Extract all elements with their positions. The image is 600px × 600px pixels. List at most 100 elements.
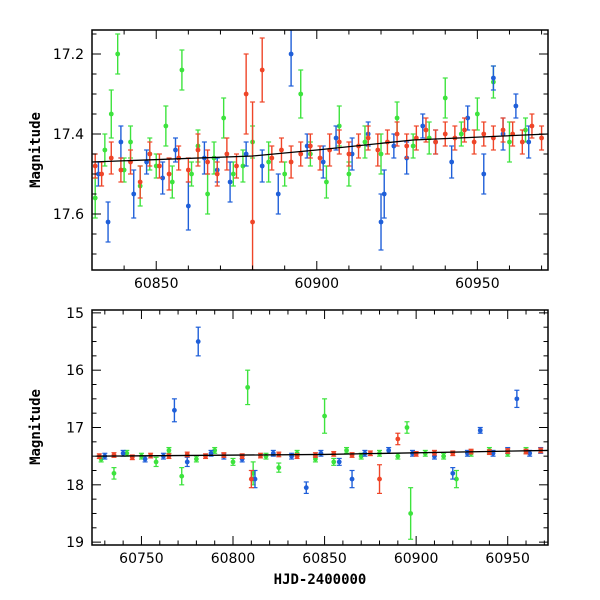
plot-area xyxy=(92,30,548,270)
y-tick-label: 18 xyxy=(66,478,84,494)
blue-data-point xyxy=(526,139,532,145)
bottom-y-axis-title: Magnitude xyxy=(28,389,44,465)
red-data-point xyxy=(529,123,535,129)
green-data-point xyxy=(458,131,464,137)
red-data-point xyxy=(307,143,313,149)
top-panel-ticks: 60850 60900 60950 17.2 17.4 17.6 xyxy=(53,30,548,292)
green-data-point xyxy=(276,465,282,471)
blue-data-point xyxy=(320,159,326,165)
x-tick-label: 60750 xyxy=(119,551,164,567)
red-data-point xyxy=(108,155,114,161)
red-data-point xyxy=(234,163,239,169)
red-data-point xyxy=(118,167,124,173)
blue-data-point xyxy=(172,407,177,413)
green-data-point xyxy=(523,127,528,133)
green-data-point xyxy=(298,91,304,97)
red-data-point xyxy=(423,127,429,133)
top-y-axis-title: Magnitude xyxy=(28,112,44,188)
red-data-point xyxy=(258,453,263,458)
red-data-point xyxy=(195,147,201,153)
blue-data-point xyxy=(275,191,281,197)
blue-data-point xyxy=(105,219,111,225)
red-data-point xyxy=(442,131,448,137)
blue-data-point xyxy=(131,191,137,197)
x-tick-label: 60850 xyxy=(302,551,347,567)
red-data-point xyxy=(346,151,352,157)
red-data-point xyxy=(243,91,249,97)
green-data-point xyxy=(410,143,416,149)
green-data-point xyxy=(193,456,199,462)
red-data-point xyxy=(377,476,382,482)
red-data-point xyxy=(269,155,275,161)
bottom-panel-data xyxy=(95,326,548,540)
x-tick-label: 60900 xyxy=(394,551,439,567)
red-data-point xyxy=(539,135,544,141)
top-panel-frame xyxy=(91,29,549,271)
blue-data-point xyxy=(381,191,387,197)
green-data-point xyxy=(454,476,459,482)
y-tick-label: 19 xyxy=(66,535,84,551)
blue-data-point xyxy=(333,135,339,141)
blue-data-point xyxy=(513,103,519,109)
blue-data-point xyxy=(386,448,392,453)
blue-data-point xyxy=(120,450,126,456)
green-data-point xyxy=(322,413,327,419)
green-data-point xyxy=(507,139,512,145)
green-data-point xyxy=(442,95,448,101)
bottom-panel-frame xyxy=(91,309,549,546)
red-data-point xyxy=(214,171,220,177)
green-data-point xyxy=(230,171,236,177)
red-data-point xyxy=(92,163,98,169)
red-data-point xyxy=(317,155,323,161)
green-data-point xyxy=(163,123,169,129)
red-data-point xyxy=(259,67,265,73)
green-data-point xyxy=(221,115,227,121)
red-data-point xyxy=(205,159,211,165)
bottom-panel-ticks: 60750 60800 60850 60900 60950 15 16 17 18 19 xyxy=(66,306,548,567)
blue-data-point xyxy=(450,470,456,476)
red-data-point xyxy=(250,219,255,225)
y-tick-label: 17.2 xyxy=(53,47,84,63)
bottom-x-axis-title: HJD-2400000 xyxy=(274,572,367,588)
red-data-point xyxy=(500,127,506,133)
green-data-point xyxy=(212,448,218,453)
red-data-point xyxy=(375,147,381,153)
green-data-point xyxy=(124,450,130,456)
trend-line xyxy=(95,449,548,457)
red-data-point xyxy=(481,131,487,137)
red-data-point xyxy=(471,139,477,145)
blue-data-point xyxy=(243,151,249,157)
y-tick-label: 17.6 xyxy=(53,207,84,223)
blue-data-point xyxy=(527,450,533,456)
red-data-point xyxy=(248,476,254,482)
green-data-point xyxy=(395,453,401,459)
green-data-point xyxy=(111,470,117,476)
green-data-point xyxy=(336,123,342,129)
green-data-point xyxy=(266,159,272,165)
green-data-point xyxy=(166,448,172,453)
x-tick-label: 60950 xyxy=(455,276,500,292)
green-data-point xyxy=(358,453,364,459)
green-data-point xyxy=(331,459,337,465)
green-data-point xyxy=(344,448,349,453)
red-data-point xyxy=(166,171,172,177)
blue-data-point xyxy=(195,339,201,344)
blue-data-point xyxy=(477,427,483,433)
red-data-point xyxy=(298,151,304,157)
green-data-point xyxy=(108,111,114,117)
red-data-point xyxy=(288,159,294,165)
green-data-point xyxy=(378,151,384,157)
green-data-point xyxy=(179,67,185,73)
red-data-point xyxy=(111,452,117,458)
blue-data-point xyxy=(142,456,148,462)
green-data-point xyxy=(153,459,159,465)
red-data-point xyxy=(336,139,342,145)
green-data-point xyxy=(128,139,133,145)
blue-data-point xyxy=(449,159,455,165)
green-data-point xyxy=(362,139,368,145)
red-data-point xyxy=(224,151,230,157)
green-data-point xyxy=(189,171,194,177)
red-data-point xyxy=(523,449,529,454)
red-data-point xyxy=(462,127,467,133)
